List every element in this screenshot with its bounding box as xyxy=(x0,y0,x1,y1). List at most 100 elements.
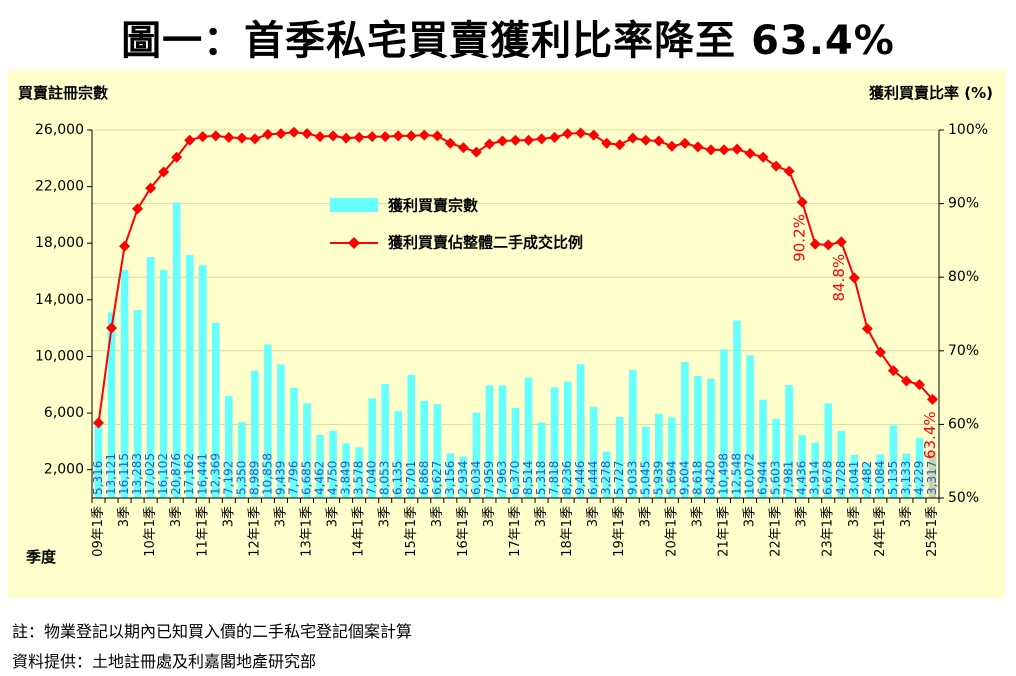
ratio-marker xyxy=(366,131,378,143)
bar-value-label: 7,192 xyxy=(221,461,235,495)
x-tick-label: 14年1季 xyxy=(352,506,367,557)
bar xyxy=(94,422,103,498)
bar-value-label: 5,939 xyxy=(651,461,665,495)
ratio-marker xyxy=(249,133,261,145)
x-tick-label: 3季 xyxy=(690,506,705,527)
ratio-marker xyxy=(158,166,170,178)
bar-value-label: 3,133 xyxy=(899,461,913,495)
bar xyxy=(316,434,324,498)
ratio-marker xyxy=(770,160,782,172)
ratio-marker xyxy=(457,142,469,154)
bar xyxy=(602,451,611,498)
ratio-marker xyxy=(132,203,144,215)
ratio-marker xyxy=(275,128,287,140)
bar-value-label: 16,441 xyxy=(195,453,209,495)
line-series xyxy=(93,126,938,429)
bar-value-label: 17,025 xyxy=(143,453,157,495)
bar-value-label: 3,317 xyxy=(925,461,939,495)
ratio-marker xyxy=(431,130,443,142)
ratio-marker xyxy=(835,236,847,248)
ratio-marker xyxy=(679,137,691,149)
bar xyxy=(759,399,767,498)
ratio-marker xyxy=(93,417,105,429)
ratio-marker xyxy=(614,139,626,151)
bar xyxy=(733,320,741,498)
bar-value-label: 16,102 xyxy=(156,453,170,495)
bar xyxy=(212,322,220,498)
bar xyxy=(446,453,455,498)
ratio-marker xyxy=(184,134,196,146)
bar xyxy=(589,406,598,498)
ratio-marker xyxy=(236,132,248,144)
bar-value-label: 3,156 xyxy=(443,461,457,495)
bar xyxy=(290,387,298,498)
bar-value-label: 8,514 xyxy=(521,461,535,495)
bar xyxy=(172,202,181,499)
bar-value-label: 4,436 xyxy=(795,461,809,495)
bar xyxy=(694,376,702,498)
bar-value-label: 5,316 xyxy=(91,461,105,495)
bar-value-label: 3,578 xyxy=(352,461,366,495)
bar xyxy=(642,426,650,498)
bar-value-label: 5,727 xyxy=(612,461,626,495)
bar-value-label: 8,618 xyxy=(690,461,704,495)
bar xyxy=(329,430,337,498)
bar xyxy=(720,349,728,498)
axes: 2,000 6,000 10,000 14,000 18,000 22,000 26,000… xyxy=(18,84,993,566)
ratio-marker xyxy=(874,346,886,358)
ratio-marker xyxy=(223,131,235,143)
ratio-marker xyxy=(809,238,821,250)
bar-value-label: 4,229 xyxy=(912,461,926,495)
bar xyxy=(550,387,559,498)
x-tick-label: 3季 xyxy=(378,506,393,527)
x-tick-label: 13年1季 xyxy=(300,506,315,557)
bar xyxy=(863,462,872,498)
ratio-marker xyxy=(666,140,678,152)
right-tick-label: 50% xyxy=(948,490,979,506)
x-tick-label: 20年1季 xyxy=(664,506,679,557)
x-tick-label: 25年1季 xyxy=(925,506,940,557)
ratio-marker xyxy=(627,132,639,144)
bar-value-label: 8,989 xyxy=(247,461,261,495)
bar xyxy=(824,403,833,498)
bar-value-label: 2,482 xyxy=(860,461,874,495)
bar-value-label: 2,934 xyxy=(456,461,470,495)
bar-value-label: 9,604 xyxy=(677,461,691,495)
bar-value-label: 9,446 xyxy=(573,461,587,495)
bar xyxy=(798,435,806,498)
ratio-marker xyxy=(757,151,769,163)
ratio-marker xyxy=(536,133,548,145)
bar xyxy=(902,453,911,498)
bar xyxy=(277,364,285,498)
bar xyxy=(394,411,403,498)
bar-value-label: 4,462 xyxy=(313,461,327,495)
bar xyxy=(420,400,429,498)
x-tick-label: 16年1季 xyxy=(456,506,471,557)
bar xyxy=(433,404,442,498)
page-title: 圖一：首季私宅買賣獲利比率降至 63.4% xyxy=(121,18,895,64)
right-tick-label: 80% xyxy=(948,269,979,285)
ratio-marker xyxy=(562,128,574,140)
bar-value-label: 3,914 xyxy=(808,461,822,495)
bar-value-label: 20,876 xyxy=(169,453,183,495)
bar xyxy=(472,412,481,498)
right-tick-label: 70% xyxy=(948,343,979,359)
bar xyxy=(381,384,389,498)
ratio-marker xyxy=(340,132,352,144)
legend-bar-swatch xyxy=(330,198,378,212)
bar xyxy=(407,374,416,498)
legend-line-marker xyxy=(348,237,360,249)
bar-value-label: 4,750 xyxy=(326,461,340,495)
annotation-label: 84.8% xyxy=(830,254,848,302)
right-tick-label: 90% xyxy=(948,196,979,212)
bar-value-label: 7,040 xyxy=(365,461,379,495)
annotations: 90.2% 84.8% 63.4% xyxy=(791,214,939,459)
ratio-marker xyxy=(822,239,834,251)
bar-value-label: 7,818 xyxy=(547,461,561,495)
bar-value-label: 3,084 xyxy=(873,461,887,495)
bar xyxy=(628,370,637,498)
x-tick-label: 11年1季 xyxy=(195,506,210,557)
bar xyxy=(498,385,507,498)
bar xyxy=(681,362,689,498)
bar xyxy=(746,355,754,498)
